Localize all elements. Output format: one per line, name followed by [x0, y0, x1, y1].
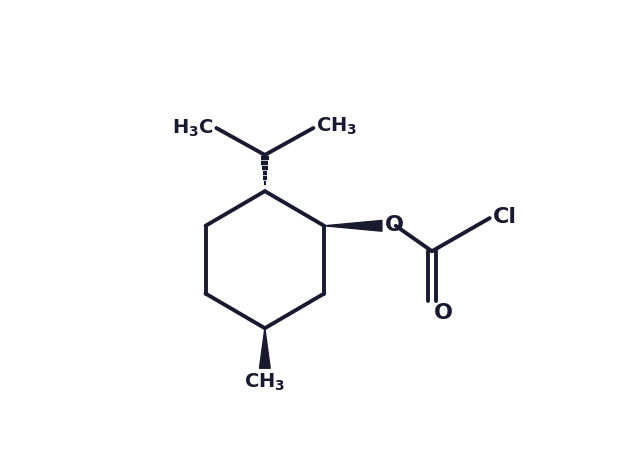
Text: $\mathregular{H_3C}$: $\mathregular{H_3C}$: [172, 118, 213, 139]
Text: Cl: Cl: [493, 206, 516, 227]
Text: O: O: [385, 215, 404, 235]
Text: $\mathregular{CH_3}$: $\mathregular{CH_3}$: [244, 371, 285, 392]
Polygon shape: [259, 328, 270, 368]
Text: O: O: [435, 303, 453, 323]
Text: $\mathregular{CH_3}$: $\mathregular{CH_3}$: [316, 116, 358, 137]
Polygon shape: [324, 220, 382, 231]
